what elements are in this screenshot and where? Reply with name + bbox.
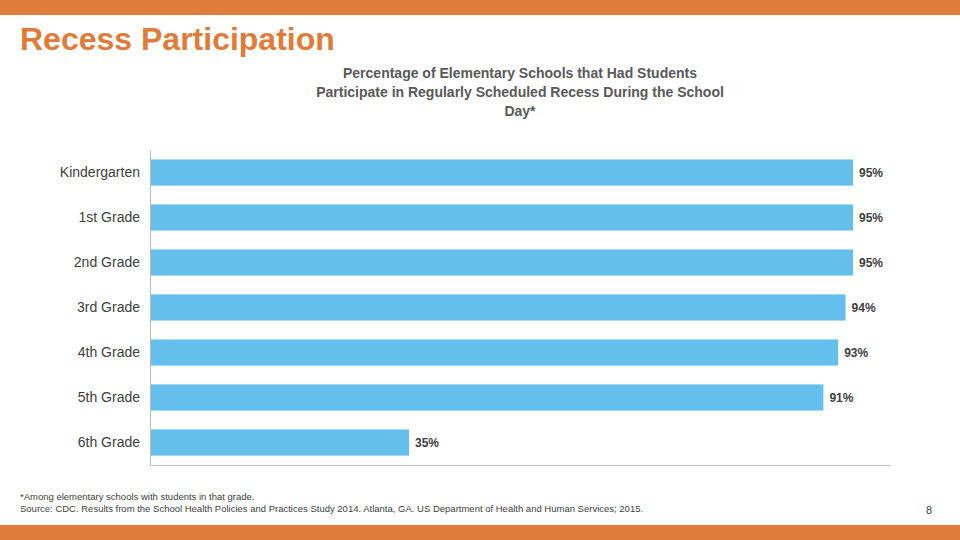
y-tick: 5th Grade [78,389,150,405]
data-label: 35% [415,436,439,450]
bar [150,204,853,230]
bar [150,429,409,455]
y-tick-label: 6th Grade [78,434,140,450]
bottom-stripe [0,525,960,540]
bar [150,339,838,365]
title: Recess Participation [20,21,335,57]
y-tick: 6th Grade [78,434,150,450]
bar [150,159,853,185]
y-tick-label: 2nd Grade [74,254,140,270]
y-axis: Kindergarten 1st Grade 2nd Grade 3rd Grade 4… [60,151,151,466]
data-label: 95% [859,166,883,180]
y-tick-label: 1st Grade [79,209,141,225]
y-axis-line [150,151,151,466]
subtitle: Percentage of Elementary Schools that Ha… [316,65,724,119]
subtitle-line: Day* [504,103,536,119]
page-number: 8 [926,504,932,516]
data-label: 95% [859,256,883,270]
y-tick-label: Kindergarten [60,164,140,180]
chart: Recess Participation Percentage of Elemen… [0,0,960,540]
data-labels: 95% 95% 95% 94% 93% 91% 35% [415,166,883,450]
y-tick-label: 3rd Grade [77,299,140,315]
bar [150,294,846,320]
y-tick: Kindergarten [60,164,150,180]
x-axis [151,465,891,466]
bars [150,159,853,455]
y-tick-label: 4th Grade [78,344,140,360]
y-tick: 4th Grade [78,344,150,360]
top-stripe [0,0,960,15]
subtitle-line: Participate in Regularly Scheduled Reces… [316,84,724,100]
subtitle-line: Percentage of Elementary Schools that Ha… [343,65,697,81]
y-tick: 1st Grade [79,209,150,225]
plot: 95% 95% 95% 94% 93% 91% 35% Kindergarten 1st Gra… [60,151,891,466]
data-label: 91% [829,391,853,405]
bar [150,384,823,410]
footnote: Source: CDC. Results from the School Hea… [20,503,643,514]
bar [150,249,853,275]
y-tick-label: 5th Grade [78,389,140,405]
data-label: 94% [852,301,876,315]
data-label: 93% [844,346,868,360]
footnote: *Among elementary schools with students … [20,491,254,502]
y-tick: 2nd Grade [74,254,150,270]
x-axis-line [151,465,891,466]
data-label: 95% [859,211,883,225]
y-tick: 3rd Grade [77,299,150,315]
